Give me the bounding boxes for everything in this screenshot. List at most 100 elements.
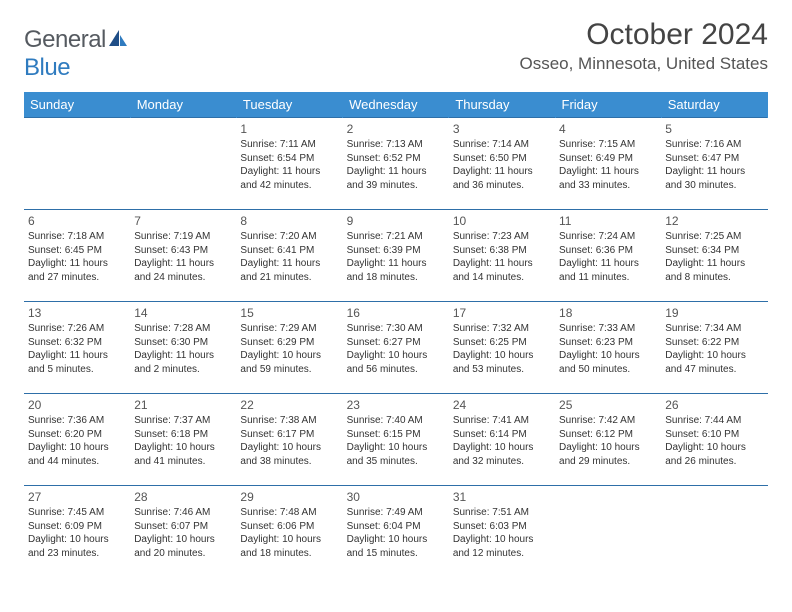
sunrise-text: Sunrise: 7:18 AM	[28, 230, 126, 244]
daylight-line-1: Daylight: 10 hours	[28, 441, 126, 455]
daylight-line-1: Daylight: 10 hours	[559, 441, 657, 455]
sunset-text: Sunset: 6:52 PM	[347, 152, 445, 166]
week-row: 20 Sunrise: 7:36 AMSunset: 6:20 PMDayligh…	[24, 394, 768, 486]
day-cell	[24, 118, 130, 210]
daylight-line-1: Daylight: 10 hours	[453, 349, 551, 363]
sunrise-text: Sunrise: 7:26 AM	[28, 322, 126, 336]
day-number: 10	[453, 214, 551, 228]
day-cell: 19Sunrise: 7:34 AMSunset: 6:22 PMDayligh…	[661, 302, 767, 394]
dow-wednesday: Wednesday	[343, 92, 449, 118]
sunrise-text: Sunrise: 7:51 AM	[453, 506, 551, 520]
day-cell: 30Sunrise: 7:49 AMSunset: 6:04 PMDayligh…	[343, 486, 449, 578]
sunrise-text: Sunrise: 7:45 AM	[28, 506, 126, 520]
day-details: Sunrise: 7:29 AMSunset: 6:29 PMDaylight:…	[240, 322, 338, 376]
daylight-line-2: and 59 minutes.	[240, 363, 338, 377]
day-details: Sunrise: 7:44 AMSunset: 6:10 PMDaylight:…	[665, 414, 763, 468]
sunrise-text: Sunrise: 7:40 AM	[347, 414, 445, 428]
sunset-text: Sunset: 6:38 PM	[453, 244, 551, 258]
daylight-line-2: and 18 minutes.	[347, 271, 445, 285]
day-cell: 31Sunrise: 7:51 AMSunset: 6:03 PMDayligh…	[449, 486, 555, 578]
day-number: 20	[28, 398, 126, 412]
dow-monday: Monday	[130, 92, 236, 118]
dow-friday: Friday	[555, 92, 661, 118]
day-cell: 17Sunrise: 7:32 AMSunset: 6:25 PMDayligh…	[449, 302, 555, 394]
sunset-text: Sunset: 6:09 PM	[28, 520, 126, 534]
daylight-line-2: and 42 minutes.	[240, 179, 338, 193]
day-cell: 3Sunrise: 7:14 AMSunset: 6:50 PMDaylight…	[449, 118, 555, 210]
day-header-row: Sunday Monday Tuesday Wednesday Thursday…	[24, 92, 768, 118]
sunrise-text: Sunrise: 7:15 AM	[559, 138, 657, 152]
sunrise-text: Sunrise: 7:11 AM	[240, 138, 338, 152]
day-details: Sunrise: 7:38 AMSunset: 6:17 PMDaylight:…	[240, 414, 338, 468]
day-number: 5	[665, 122, 763, 136]
sunset-text: Sunset: 6:23 PM	[559, 336, 657, 350]
day-details: Sunrise: 7:15 AMSunset: 6:49 PMDaylight:…	[559, 138, 657, 192]
sunrise-text: Sunrise: 7:24 AM	[559, 230, 657, 244]
sunset-text: Sunset: 6:36 PM	[559, 244, 657, 258]
daylight-line-1: Daylight: 11 hours	[134, 349, 232, 363]
sunrise-text: Sunrise: 7:23 AM	[453, 230, 551, 244]
day-details: Sunrise: 7:24 AMSunset: 6:36 PMDaylight:…	[559, 230, 657, 284]
day-details: Sunrise: 7:18 AMSunset: 6:45 PMDaylight:…	[28, 230, 126, 284]
sunset-text: Sunset: 6:49 PM	[559, 152, 657, 166]
day-details: Sunrise: 7:41 AMSunset: 6:14 PMDaylight:…	[453, 414, 551, 468]
daylight-line-2: and 27 minutes.	[28, 271, 126, 285]
week-row: 27Sunrise: 7:45 AMSunset: 6:09 PMDayligh…	[24, 486, 768, 578]
daylight-line-1: Daylight: 10 hours	[347, 349, 445, 363]
daylight-line-1: Daylight: 11 hours	[453, 257, 551, 271]
day-number: 14	[134, 306, 232, 320]
day-cell: 2Sunrise: 7:13 AMSunset: 6:52 PMDaylight…	[343, 118, 449, 210]
day-number: 13	[28, 306, 126, 320]
daylight-line-1: Daylight: 10 hours	[665, 349, 763, 363]
daylight-line-2: and 35 minutes.	[347, 455, 445, 469]
day-details: Sunrise: 7:34 AMSunset: 6:22 PMDaylight:…	[665, 322, 763, 376]
day-details: Sunrise: 7:28 AMSunset: 6:30 PMDaylight:…	[134, 322, 232, 376]
day-cell: 23Sunrise: 7:40 AMSunset: 6:15 PMDayligh…	[343, 394, 449, 486]
day-cell	[130, 118, 236, 210]
day-cell: 20 Sunrise: 7:36 AMSunset: 6:20 PMDayligh…	[24, 394, 130, 486]
day-cell	[661, 486, 767, 578]
day-number: 22	[240, 398, 338, 412]
daylight-line-2: and 38 minutes.	[240, 455, 338, 469]
sunset-text: Sunset: 6:12 PM	[559, 428, 657, 442]
daylight-line-1: Daylight: 10 hours	[559, 349, 657, 363]
day-cell: 27Sunrise: 7:45 AMSunset: 6:09 PMDayligh…	[24, 486, 130, 578]
day-details: Sunrise: 7:49 AMSunset: 6:04 PMDaylight:…	[347, 506, 445, 560]
day-number: 3	[453, 122, 551, 136]
daylight-line-2: and 5 minutes.	[28, 363, 126, 377]
day-details: Sunrise: 7:33 AMSunset: 6:23 PMDaylight:…	[559, 322, 657, 376]
daylight-line-1: Daylight: 11 hours	[134, 257, 232, 271]
day-details: Sunrise: 7:20 AMSunset: 6:41 PMDaylight:…	[240, 230, 338, 284]
daylight-line-1: Daylight: 11 hours	[347, 165, 445, 179]
sunset-text: Sunset: 6:04 PM	[347, 520, 445, 534]
sail-icon	[108, 29, 128, 47]
logo-word-general: General	[24, 26, 106, 53]
day-number: 4	[559, 122, 657, 136]
location-subtitle: Osseo, Minnesota, United States	[519, 54, 768, 74]
day-cell: 13Sunrise: 7:26 AMSunset: 6:32 PMDayligh…	[24, 302, 130, 394]
day-cell	[555, 486, 661, 578]
sunset-text: Sunset: 6:06 PM	[240, 520, 338, 534]
day-number: 26	[665, 398, 763, 412]
sunrise-text: Sunrise: 7:19 AM	[134, 230, 232, 244]
day-number: 17	[453, 306, 551, 320]
sunrise-text: Sunrise: 7:33 AM	[559, 322, 657, 336]
sunset-text: Sunset: 6:18 PM	[134, 428, 232, 442]
sunrise-text: Sunrise: 7:36 AM	[28, 414, 126, 428]
day-number: 8	[240, 214, 338, 228]
sunrise-text: Sunrise: 7:41 AM	[453, 414, 551, 428]
sunset-text: Sunset: 6:50 PM	[453, 152, 551, 166]
sunrise-text: Sunrise: 7:44 AM	[665, 414, 763, 428]
daylight-line-2: and 32 minutes.	[453, 455, 551, 469]
sunrise-text: Sunrise: 7:20 AM	[240, 230, 338, 244]
day-number: 18	[559, 306, 657, 320]
daylight-line-1: Daylight: 11 hours	[28, 257, 126, 271]
day-number: 6	[28, 214, 126, 228]
daylight-line-1: Daylight: 10 hours	[134, 441, 232, 455]
day-details: Sunrise: 7:36 AMSunset: 6:20 PMDaylight:…	[28, 414, 126, 468]
day-cell: 7Sunrise: 7:19 AMSunset: 6:43 PMDaylight…	[130, 210, 236, 302]
sunrise-text: Sunrise: 7:34 AM	[665, 322, 763, 336]
daylight-line-2: and 18 minutes.	[240, 547, 338, 561]
daylight-line-1: Daylight: 10 hours	[134, 533, 232, 547]
daylight-line-1: Daylight: 11 hours	[665, 165, 763, 179]
